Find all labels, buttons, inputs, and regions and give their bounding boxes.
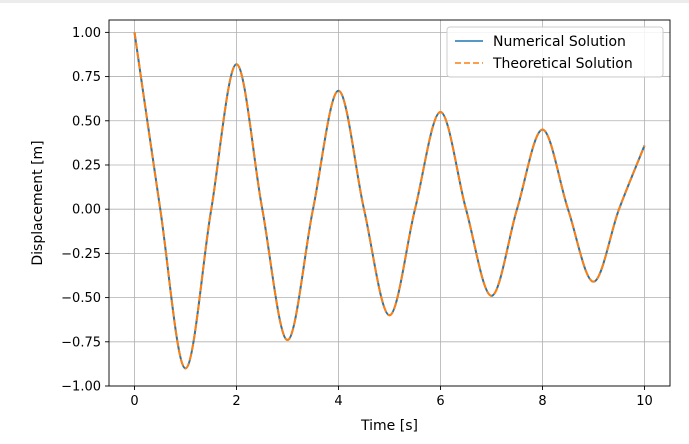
y-tick-label: 0.00 — [72, 203, 101, 218]
x-tick-label: 10 — [636, 394, 653, 409]
y-tick-label: 0.25 — [72, 158, 101, 173]
x-tick-label: 2 — [232, 394, 240, 409]
legend: Numerical Solution Theoretical Solution — [446, 26, 664, 78]
y-tick-label: −0.25 — [61, 247, 101, 262]
y-tick-label: −0.75 — [61, 335, 101, 350]
y-tick-label: −0.50 — [61, 291, 101, 306]
y-tick-label: 0.75 — [72, 70, 101, 85]
series-group — [133, 32, 646, 370]
y-tick-label: 0.50 — [72, 114, 101, 129]
legend-label-numerical: Numerical Solution — [493, 34, 626, 50]
y-tick-label: 1.00 — [72, 26, 101, 41]
top-border — [0, 0, 689, 3]
x-tick-label: 0 — [130, 394, 138, 409]
legend-label-theoretical: Theoretical Solution — [492, 56, 633, 72]
legend-box — [446, 26, 664, 78]
x-tick-label: 6 — [436, 394, 444, 409]
grid — [109, 20, 670, 387]
y-tick-label: −1.00 — [61, 380, 101, 395]
axis-ticks: 0 2 4 6 8 10 −1.00 −0.75 −0.50 −0.25 0.00 0.25 0.50 0… — [61, 26, 653, 409]
x-tick-label: 4 — [334, 394, 342, 409]
plot-area — [108, 19, 671, 387]
x-tick-label: 8 — [538, 394, 546, 409]
x-axis-label: Time [s] — [360, 418, 418, 434]
y-axis-label: Displacement [m] — [30, 140, 46, 265]
theoretical-solution-line — [133, 32, 646, 370]
numerical-solution-line — [133, 32, 646, 370]
